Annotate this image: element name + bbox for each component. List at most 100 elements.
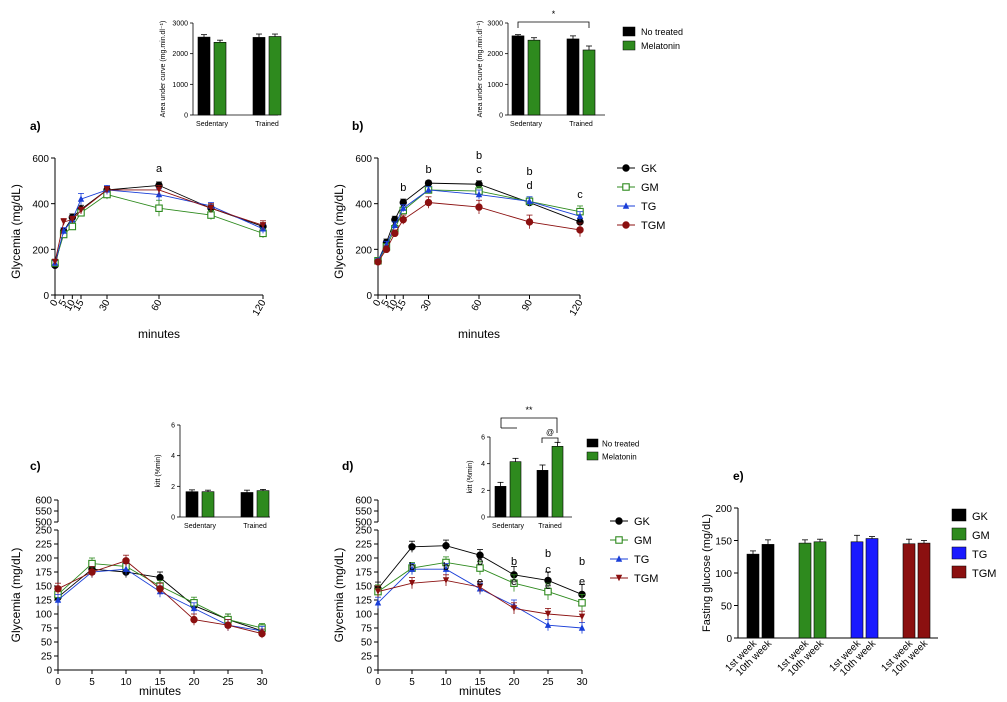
legend-swatch [586,451,599,461]
y-axis-label: Area under curve (mg.min.dl⁻¹) [477,21,484,118]
x-axis-label: minutes [138,327,180,341]
y-tick-label: 75 [41,624,53,635]
legend-swatch [951,508,967,522]
x-tick-label: 10 [385,298,400,314]
y-tick-label: 0 [481,515,485,522]
data-point [69,216,76,223]
x-tick-label: 0 [55,677,61,688]
bar [850,541,864,639]
y-axis-label: kitt (%min) [467,460,474,493]
series-line [54,189,264,264]
y-tick-label: 400 [32,200,49,211]
data-point [442,577,450,584]
panel-label-b: b) [352,119,363,133]
c_inset-chart: 0 2 4 6 Sedentary Trained [171,423,270,530]
data-point [51,258,59,266]
data-point [374,588,382,595]
data-point [615,555,623,562]
y-tick-label: 175 [355,568,372,579]
bar [197,36,211,116]
annotation: b [477,556,483,568]
data-point [544,587,552,596]
y-tick-label: 4 [481,461,485,468]
significance-bracket [541,437,559,443]
data-point [77,195,85,202]
data-point [578,599,586,607]
data-point [475,190,483,198]
data-point [510,579,518,587]
y-tick-label: 0 [726,634,732,645]
x-tick-label: 10 [120,677,132,688]
y-tick-label: 150 [35,582,52,593]
annotation: c [545,564,551,576]
annotation: b [526,166,532,178]
x-tick-label: 15 [474,677,486,688]
data-point [103,186,111,194]
y-tick-label: 600 [355,154,372,165]
x-tick-label: 15 [154,677,166,688]
legend-label: Melatonin [641,41,680,51]
y-tick-label: 50 [361,638,373,649]
data-point [424,198,433,207]
y-tick-label: 4 [171,453,175,460]
y-axis-label: Glycemia (mg/dL) [9,184,23,279]
group-label: Trained [569,121,593,128]
b_inset-chart: 0 1000 2000 3000 Sedentary Trained * No treated… [487,9,683,128]
data-point [54,596,62,603]
y-tick-label: 150 [355,582,372,593]
bar [240,492,254,518]
y-tick-label: 0 [499,113,503,120]
data-point [259,222,267,229]
annotation: c [476,164,482,176]
data-point [77,207,85,214]
data-point [207,205,215,212]
legend-swatch [622,40,636,51]
y-tick-label: 200 [355,554,372,565]
legend-label: GM [972,530,990,542]
bar [798,542,812,639]
y-tick-label: 1000 [172,82,188,89]
data-point [408,580,416,587]
bar [813,541,827,639]
legend-swatch [586,438,599,448]
x-tick-label: 25 [542,677,554,688]
data-point [400,204,407,211]
y-tick-label: 500 [35,518,52,529]
group-label: Sedentary [492,523,524,530]
annotation: b [443,561,449,573]
group-label: Trained [538,523,562,530]
data-point [399,215,407,224]
series-TGM [54,554,266,639]
series-TGM [374,574,586,623]
bar [917,542,931,639]
data-point [391,221,399,229]
significance-bracket [500,417,558,433]
y-tick-label: 400 [355,200,372,211]
y-tick-label: 550 [35,507,52,518]
bar [566,38,580,116]
data-point [615,517,623,525]
legend-label: No treated [602,440,639,449]
x-tick-label: 5 [57,298,70,309]
data-point [526,197,533,205]
legend-swatch [951,527,967,541]
y-tick-label: 2000 [172,51,188,58]
series-TGM [374,196,584,266]
x-tick-label: 20 [508,677,520,688]
x-tick-label: 10 [440,677,452,688]
bar [511,35,525,116]
data-point [544,621,552,628]
data-point [525,218,534,226]
a_inset-chart: 0 1000 2000 3000 Sedentary Trained [172,21,282,128]
bar [551,446,564,518]
x-tick-label: 60 [470,298,485,314]
legend-label: TG [641,201,656,213]
x-tick-label: 30 [256,677,268,688]
annotation: b [409,561,415,573]
data-point [408,565,416,572]
y-tick-label: 75 [361,624,373,635]
data-point [391,229,399,238]
data-point [207,211,215,219]
